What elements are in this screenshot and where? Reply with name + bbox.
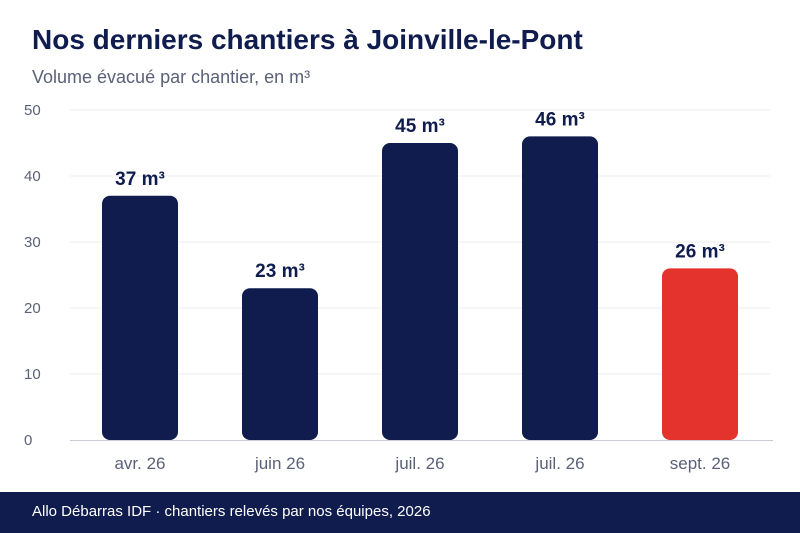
footer-bar: Allo Débarras IDF · chantiers relevés pa… bbox=[0, 492, 800, 533]
bar-value-label-2: 23 m³ bbox=[255, 261, 305, 282]
bar-value-label-4: 46 m³ bbox=[535, 109, 585, 130]
bar-3 bbox=[382, 143, 458, 440]
x-tick-label-3: juil. 26 bbox=[394, 454, 444, 473]
bar-chart: 0 10 20 30 40 50 37 m³ 23 m³ 45 m³ 46 m³ 26 m³ av… bbox=[24, 102, 773, 473]
bar-value-label-3: 45 m³ bbox=[395, 116, 445, 137]
bar-1 bbox=[102, 195, 178, 440]
bar-2 bbox=[242, 288, 318, 440]
bar-4 bbox=[522, 136, 598, 440]
source-note: Allo Débarras IDF · chantiers relevés pa… bbox=[32, 503, 431, 520]
y-axis-ticks: 0 10 20 30 40 50 bbox=[24, 102, 41, 449]
y-tick-label: 10 bbox=[24, 366, 41, 383]
chart-subtitle: Volume évacué par chantier, en m³ bbox=[32, 67, 311, 87]
bar-value-label-5: 26 m³ bbox=[675, 241, 725, 262]
chart-title: Nos derniers chantiers à Joinville-le-Po… bbox=[32, 24, 583, 55]
x-tick-label-1: avr. 26 bbox=[114, 454, 165, 473]
bar-value-label-1: 37 m³ bbox=[115, 169, 165, 190]
x-tick-label-4: juil. 26 bbox=[534, 454, 584, 473]
x-tick-label-2: juin 26 bbox=[254, 454, 305, 473]
y-tick-label: 30 bbox=[24, 234, 41, 251]
x-tick-label-5: sept. 26 bbox=[670, 454, 731, 473]
y-tick-label: 20 bbox=[24, 300, 41, 317]
y-tick-label: 50 bbox=[24, 102, 41, 119]
bar-5 bbox=[662, 268, 738, 440]
value-labels: 37 m³ 23 m³ 45 m³ 46 m³ 26 m³ bbox=[115, 109, 725, 282]
y-tick-label: 40 bbox=[24, 168, 41, 185]
y-tick-label: 0 bbox=[24, 432, 32, 449]
x-axis-ticks: avr. 26 juin 26 juil. 26 juil. 26 sept. 26 bbox=[114, 454, 730, 473]
bars bbox=[102, 136, 738, 440]
